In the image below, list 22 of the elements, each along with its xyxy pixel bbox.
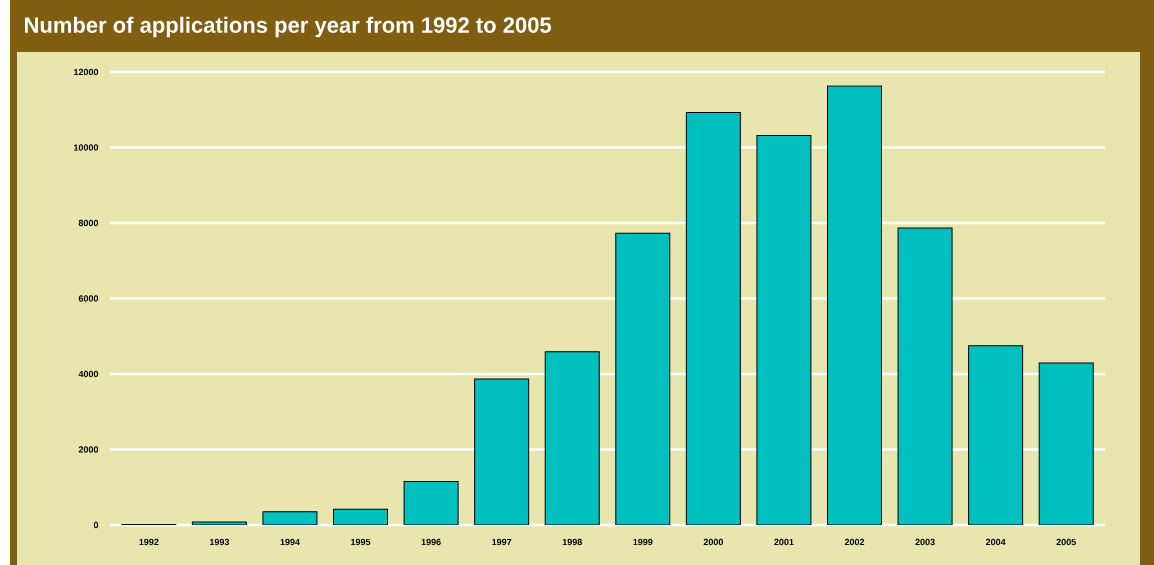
y-tick-label: 6000: [78, 295, 99, 302]
chart-title: Number of applications per year from 1992 to 2005: [25, 16, 552, 38]
y-tick-label: 2000: [78, 446, 99, 453]
x-tick-label: 2002: [844, 538, 865, 546]
x-tick-label: 1993: [209, 538, 230, 546]
x-tick-label: 1996: [421, 538, 441, 546]
x-tick-label: 2004: [985, 538, 1006, 546]
x-tick-label: 1997: [492, 538, 512, 546]
y-tick-label: 8000: [78, 219, 99, 227]
x-tick-label: 1992: [139, 538, 159, 546]
x-tick-label: 1994: [280, 538, 300, 546]
y-tick-label: 0: [93, 521, 99, 529]
y-tick-label: 4000: [78, 370, 99, 378]
x-tick-label: 2001: [774, 538, 794, 546]
x-tick-label: 2003: [915, 538, 935, 546]
x-tick-label: 1995: [351, 538, 371, 546]
x-tick-label: 1998: [562, 538, 582, 546]
x-tick-label: 2000: [703, 538, 723, 546]
x-tick-label: 1999: [633, 538, 653, 546]
y-tick-label: 10000: [74, 144, 99, 151]
y-tick-label: 12000: [74, 68, 99, 76]
x-tick-label: 2005: [1056, 538, 1076, 546]
